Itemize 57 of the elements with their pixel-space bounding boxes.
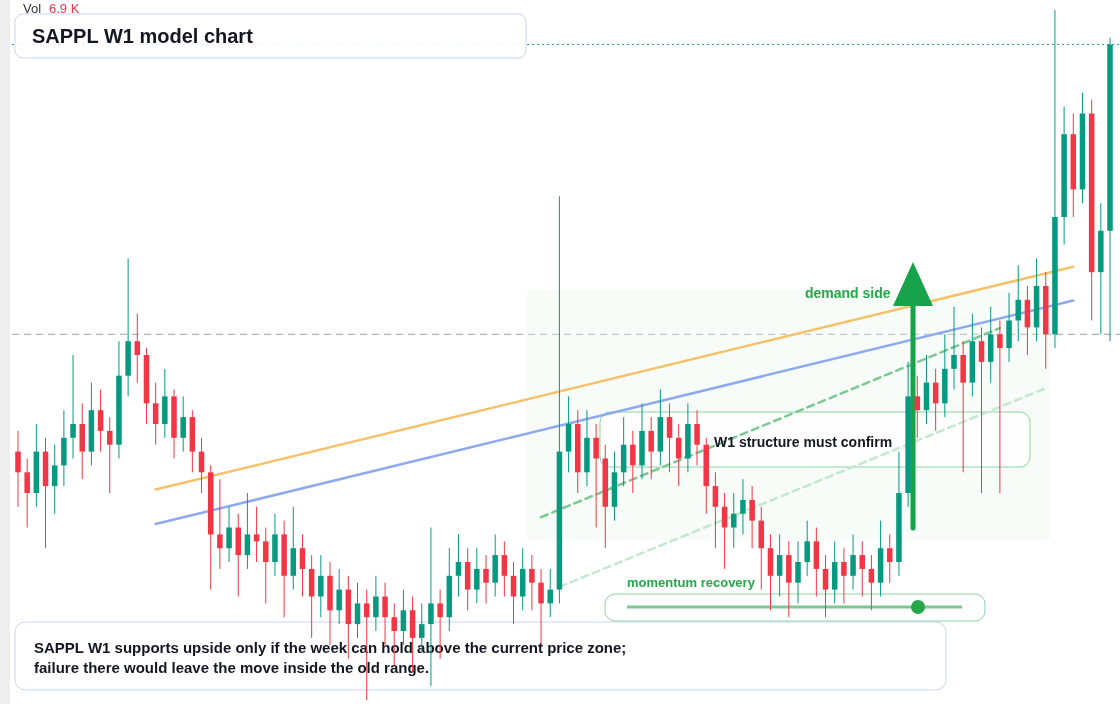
candlestick <box>483 554 489 604</box>
candlestick <box>134 313 141 384</box>
candlestick <box>648 416 654 480</box>
candlestick <box>107 416 113 494</box>
candlestick <box>51 444 58 515</box>
candlestick <box>180 395 186 453</box>
candlestick <box>675 423 682 487</box>
candlestick <box>354 582 361 639</box>
annotation: momentum recovery <box>627 575 756 590</box>
candlestick <box>731 492 737 549</box>
candlestick <box>336 568 342 625</box>
candlestick <box>694 409 700 466</box>
candlestick <box>914 375 921 439</box>
candlestick <box>70 354 76 459</box>
candlestick <box>510 561 517 625</box>
candlestick <box>822 554 829 618</box>
candlestick <box>217 478 223 570</box>
candlestick <box>244 492 251 570</box>
candlestick <box>887 533 893 584</box>
candlestick <box>501 540 508 597</box>
candlestick <box>24 458 30 528</box>
candlestick <box>630 430 636 494</box>
candlestick <box>978 326 985 494</box>
candlestick <box>1015 264 1021 342</box>
candlestick <box>776 533 783 597</box>
candlestick <box>455 533 462 597</box>
candlestick <box>373 575 379 632</box>
candlestick <box>263 527 269 604</box>
annotation: 6.9 K <box>49 1 80 16</box>
candlestick <box>804 520 810 577</box>
candlestick <box>97 389 104 453</box>
candlestick <box>253 506 260 563</box>
candlestick <box>318 554 324 618</box>
candlestick <box>15 430 21 508</box>
annotation: demand side <box>805 285 891 301</box>
candlestick <box>593 423 599 528</box>
candlestick <box>795 540 801 604</box>
candlestick <box>474 547 480 604</box>
text: SAPPL W1 model chart <box>32 25 254 47</box>
candlestick <box>859 540 865 597</box>
candlestick <box>868 554 875 611</box>
candlestick <box>712 471 719 549</box>
candlestick <box>841 547 847 604</box>
candlestick <box>152 382 159 446</box>
candlestick <box>529 554 535 611</box>
candlestick <box>547 568 553 618</box>
candlestick <box>951 306 957 390</box>
candlestick <box>226 506 232 563</box>
annotation: Vol <box>23 1 42 16</box>
candlestick <box>997 320 1003 494</box>
candlestick <box>299 533 306 597</box>
candlestick <box>749 485 755 549</box>
candlestick <box>740 478 746 535</box>
candlestick <box>666 402 673 473</box>
candlestick <box>850 533 856 591</box>
candlestick <box>721 492 728 570</box>
annotation: W1 structure must confirm <box>714 434 893 450</box>
